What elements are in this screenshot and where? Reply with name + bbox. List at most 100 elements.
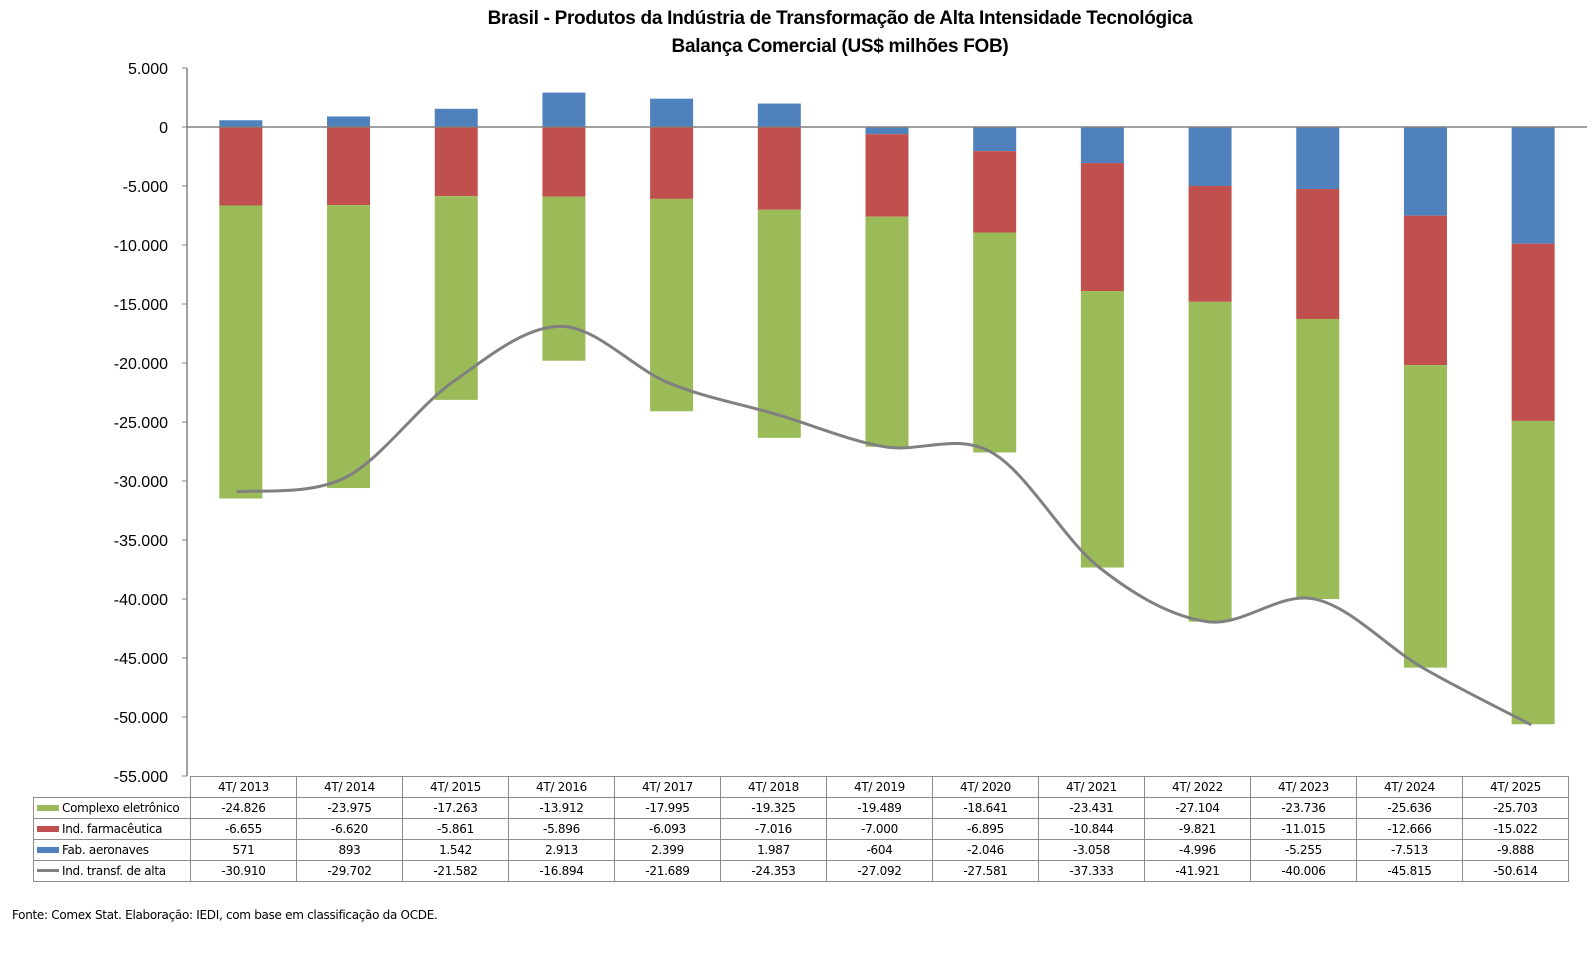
- y-tick-label: -30.000: [114, 474, 168, 491]
- bar-ind-farmac-utica-1: [327, 127, 371, 206]
- table-cell: -21.582: [402, 860, 509, 882]
- bar-complexo-eletr-nico-12: [1511, 420, 1555, 725]
- bar-fab-aeronaves-4: [650, 98, 694, 127]
- table-cell: -19.489: [826, 797, 933, 819]
- bar-fab-aeronaves-10: [1296, 127, 1340, 190]
- table-cell: 571: [190, 839, 297, 861]
- legend-swatch-icon: [37, 846, 59, 853]
- x-tick-label: 4T/ 2013: [190, 776, 297, 798]
- table-cell: -21.689: [614, 860, 721, 882]
- bar-complexo-eletr-nico-3: [542, 196, 586, 361]
- table-cell: -604: [826, 839, 933, 861]
- table-cell: -23.975: [296, 797, 403, 819]
- table-cell: -17.995: [614, 797, 721, 819]
- table-cell: -24.353: [720, 860, 827, 882]
- bar-fab-aeronaves-12: [1511, 127, 1555, 244]
- y-tick-label: -20.000: [114, 356, 168, 373]
- y-tick-label: -5.000: [123, 179, 168, 196]
- table-cell: -40.006: [1250, 860, 1357, 882]
- y-tick-label: -45.000: [114, 651, 168, 668]
- x-tick-label: 4T/ 2015: [402, 776, 509, 798]
- x-tick-label: 4T/ 2014: [296, 776, 403, 798]
- table-cell: -2.046: [932, 839, 1039, 861]
- bar-ind-farmac-utica-7: [973, 151, 1017, 233]
- y-tick-label: -50.000: [114, 710, 168, 727]
- x-tick-label: 4T/ 2020: [932, 776, 1039, 798]
- legend-entry: Complexo eletrônico: [33, 797, 191, 819]
- bar-ind-farmac-utica-0: [219, 127, 263, 206]
- table-cell: -30.910: [190, 860, 297, 882]
- x-tick-label: 4T/ 2019: [826, 776, 933, 798]
- table-cell: -50.614: [1462, 860, 1569, 882]
- table-cell: -25.703: [1462, 797, 1569, 819]
- table-cell: -11.015: [1250, 818, 1357, 840]
- table-cell: -16.894: [508, 860, 615, 882]
- chart-title: Brasil - Produtos da Indústria de Transf…: [487, 8, 1193, 29]
- x-tick-label: 4T/ 2022: [1144, 776, 1251, 798]
- bar-ind-farmac-utica-2: [434, 127, 478, 197]
- bar-fab-aeronaves-6: [865, 127, 909, 135]
- x-tick-label: 4T/ 2018: [720, 776, 827, 798]
- y-tick-label: 5.000: [128, 61, 168, 78]
- table-cell: -7.513: [1356, 839, 1463, 861]
- table-cell: -5.896: [508, 818, 615, 840]
- bar-complexo-eletr-nico-2: [434, 196, 478, 400]
- bar-complexo-eletr-nico-5: [757, 209, 801, 438]
- table-cell: -5.255: [1250, 839, 1357, 861]
- x-tick-label: 4T/ 2017: [614, 776, 721, 798]
- x-tick-label: 4T/ 2023: [1250, 776, 1357, 798]
- bar-ind-farmac-utica-3: [542, 127, 586, 197]
- bar-ind-farmac-utica-9: [1188, 185, 1232, 302]
- bar-ind-farmac-utica-12: [1511, 243, 1555, 421]
- bar-fab-aeronaves-3: [542, 92, 586, 127]
- legend-label: Complexo eletrônico: [62, 801, 180, 815]
- table-header-row: 4T/ 2013 4T/ 2014 4T/ 2015 4T/ 2016 4T/ 2017…: [33, 776, 1569, 798]
- legend-label: Ind. farmacêutica: [62, 822, 163, 836]
- chart-subtitle: Balança Comercial (US$ milhões FOB): [671, 36, 1009, 57]
- bar-ind-farmac-utica-11: [1403, 215, 1447, 366]
- table-cell: -7.000: [826, 818, 933, 840]
- bar-complexo-eletr-nico-6: [865, 216, 909, 447]
- source-footer: Fonte: Comex Stat. Elaboração: IEDI, com…: [12, 908, 438, 922]
- y-tick-label: -15.000: [114, 297, 168, 314]
- table-row: Fab. aeronaves 571 893 1.542 2.913 2.399 1.987…: [33, 839, 1569, 861]
- table-cell: -3.058: [1038, 839, 1145, 861]
- table-cell: -19.325: [720, 797, 827, 819]
- bar-fab-aeronaves-2: [434, 108, 478, 127]
- table-cell: -13.912: [508, 797, 615, 819]
- data-table: 4T/ 2013 4T/ 2014 4T/ 2015 4T/ 2016 4T/ 2017…: [33, 776, 1569, 882]
- bar-complexo-eletr-nico-4: [650, 198, 694, 412]
- bar-complexo-eletr-nico-1: [327, 205, 371, 489]
- table-cell: -7.016: [720, 818, 827, 840]
- bar-complexo-eletr-nico-8: [1080, 291, 1124, 568]
- bar-complexo-eletr-nico-11: [1403, 365, 1447, 668]
- bar-fab-aeronaves-7: [973, 127, 1017, 152]
- table-cell: -18.641: [932, 797, 1039, 819]
- bar-complexo-eletr-nico-7: [973, 232, 1017, 453]
- table-cell: -37.333: [1038, 860, 1145, 882]
- table-corner: [33, 776, 191, 798]
- bar-complexo-eletr-nico-9: [1188, 301, 1232, 622]
- bar-fab-aeronaves-5: [757, 103, 801, 127]
- table-cell: -4.996: [1144, 839, 1251, 861]
- table-cell: 893: [296, 839, 403, 861]
- series-line-ind-transf-de-alta: [236, 324, 1532, 726]
- legend-swatch-icon: [37, 804, 59, 811]
- y-tick-label: -25.000: [114, 415, 168, 432]
- legend-entry: Ind. transf. de alta: [33, 860, 191, 882]
- bar-complexo-eletr-nico-10: [1296, 318, 1340, 600]
- y-tick-label: 0: [159, 120, 168, 137]
- table-cell: -24.826: [190, 797, 297, 819]
- table-cell: -45.815: [1356, 860, 1463, 882]
- x-tick-label: 4T/ 2025: [1462, 776, 1569, 798]
- x-tick-label: 4T/ 2021: [1038, 776, 1145, 798]
- x-tick-label: 4T/ 2024: [1356, 776, 1463, 798]
- table-cell: 2.399: [614, 839, 721, 861]
- table-cell: -27.104: [1144, 797, 1251, 819]
- y-tick-label: -40.000: [114, 592, 168, 609]
- x-tick-label: 4T/ 2016: [508, 776, 615, 798]
- legend-label: Ind. transf. de alta: [62, 864, 166, 878]
- table-cell: -6.655: [190, 818, 297, 840]
- bar-ind-farmac-utica-6: [865, 134, 909, 217]
- table-cell: -6.895: [932, 818, 1039, 840]
